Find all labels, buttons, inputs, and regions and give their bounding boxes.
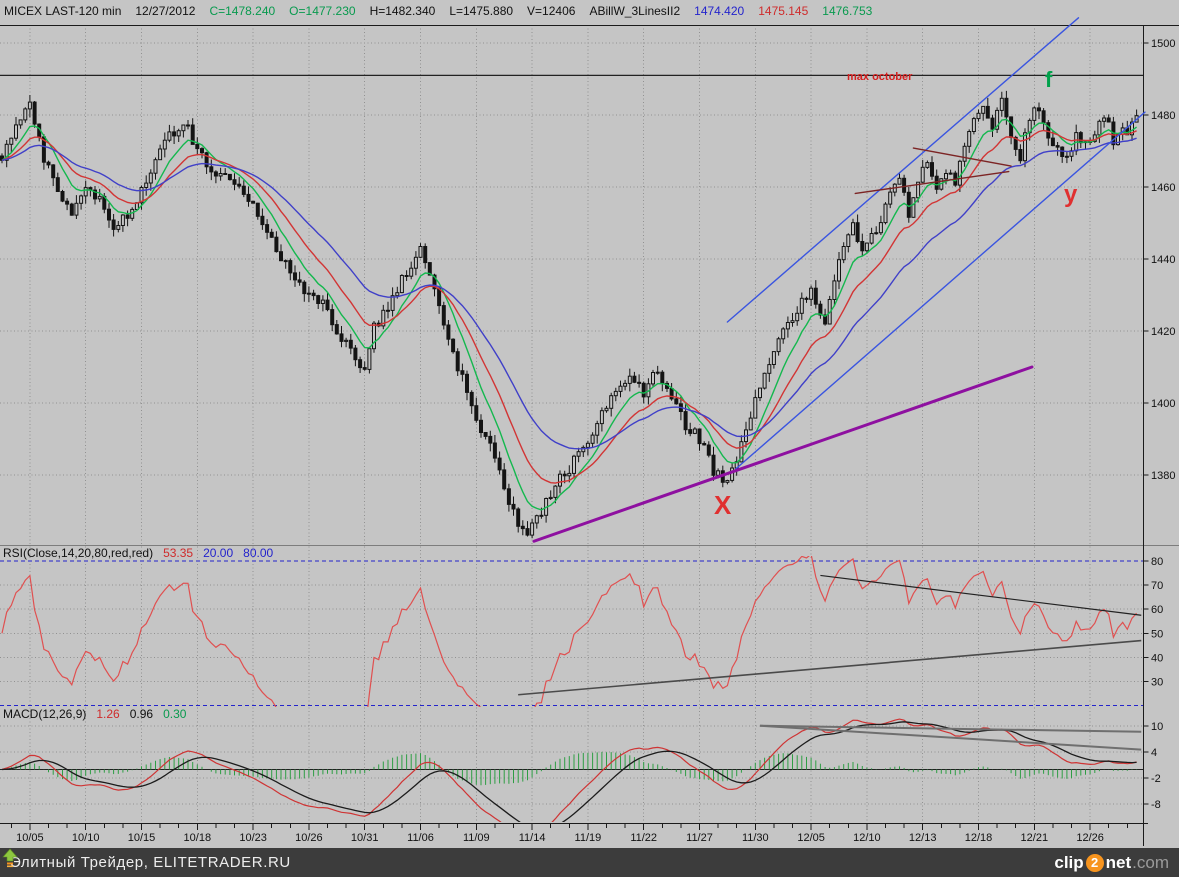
low-value: L=1475.880 <box>449 4 514 18</box>
rsi-upper-band: 80.00 <box>243 546 274 560</box>
svg-text:-2: -2 <box>1151 773 1161 785</box>
macd-name: MACD(12,26,9) <box>3 707 87 721</box>
indicator-green-value: 1476.753 <box>822 4 873 18</box>
svg-text:11/30: 11/30 <box>742 832 769 844</box>
svg-text:10/18: 10/18 <box>184 832 212 844</box>
svg-text:10/31: 10/31 <box>351 832 379 844</box>
svg-text:12/26: 12/26 <box>1076 832 1104 844</box>
rsi-lower-band: 20.00 <box>203 546 234 560</box>
svg-text:50: 50 <box>1151 628 1163 640</box>
annotation-y: y <box>1064 181 1078 208</box>
svg-text:4: 4 <box>1151 747 1157 759</box>
svg-text:1480: 1480 <box>1151 110 1175 122</box>
macd-indicator-label: MACD(12,26,9) 1.26 0.96 0.30 <box>3 707 186 721</box>
macd-signal-value: 0.96 <box>129 707 154 721</box>
svg-text:12/05: 12/05 <box>797 832 825 844</box>
svg-text:10/23: 10/23 <box>239 832 267 844</box>
date-label: 12/27/2012 <box>135 4 196 18</box>
upload-arrow-icon <box>2 848 18 868</box>
footer-bar: Элитный Трейдер, ELITETRADER.RU clip 2 n… <box>0 848 1179 877</box>
volume-value: V=12406 <box>527 4 576 18</box>
svg-text:1400: 1400 <box>1151 398 1175 410</box>
indicator-name: ABillW_3LinesII2 <box>589 4 681 18</box>
macd-value: 1.26 <box>96 707 120 721</box>
logo-clip: clip <box>1054 852 1084 872</box>
svg-text:1380: 1380 <box>1151 470 1175 482</box>
logo-com: .com <box>1132 852 1169 872</box>
footer-credit: Элитный Трейдер, ELITETRADER.RU <box>10 854 291 871</box>
price-chart-svg: 1500 1480 1460 1440 1420 1400 1380 80 70 60 50 40 30… <box>0 17 1179 846</box>
logo-two: 2 <box>1085 853 1104 872</box>
svg-text:11/09: 11/09 <box>463 832 490 844</box>
svg-text:11/06: 11/06 <box>407 832 434 844</box>
rsi-indicator-label: RSI(Close,14,20,80,red,red) 53.35 20.00 … <box>3 546 273 560</box>
svg-text:12/18: 12/18 <box>965 832 993 844</box>
clip2net-logo[interactable]: clip 2 net .com <box>2 848 1169 873</box>
svg-text:10/26: 10/26 <box>295 832 323 844</box>
indicator-blue-value: 1474.420 <box>694 4 745 18</box>
chart-header: MICEX LAST-120 min 12/27/2012 C=1478.240… <box>4 4 872 18</box>
annotation-max-october: max october <box>847 71 913 83</box>
svg-text:1420: 1420 <box>1151 326 1175 338</box>
logo-net: net <box>1105 852 1132 872</box>
rsi-name: RSI(Close,14,20,80,red,red) <box>3 546 154 560</box>
svg-text:10/15: 10/15 <box>128 832 156 844</box>
svg-text:40: 40 <box>1151 652 1163 664</box>
svg-text:1460: 1460 <box>1151 182 1175 194</box>
indicator-red-value: 1475.145 <box>758 4 809 18</box>
svg-text:11/27: 11/27 <box>686 832 713 844</box>
symbol-label: MICEX LAST-120 min <box>4 4 122 18</box>
macd-hist-value: 0.30 <box>163 707 187 721</box>
open-value: O=1477.230 <box>289 4 356 18</box>
svg-text:12/21: 12/21 <box>1021 832 1049 844</box>
svg-text:80: 80 <box>1151 556 1163 568</box>
svg-text:60: 60 <box>1151 604 1163 616</box>
svg-text:1500: 1500 <box>1151 38 1175 50</box>
svg-text:10: 10 <box>1151 721 1163 733</box>
svg-text:12/13: 12/13 <box>909 832 937 844</box>
annotation-x: X <box>714 490 732 520</box>
svg-text:10/10: 10/10 <box>72 832 100 844</box>
svg-text:11/14: 11/14 <box>519 832 546 844</box>
svg-text:11/22: 11/22 <box>630 832 657 844</box>
svg-text:30: 30 <box>1151 677 1163 689</box>
svg-text:12/10: 12/10 <box>853 832 881 844</box>
svg-text:10/05: 10/05 <box>16 832 44 844</box>
svg-text:70: 70 <box>1151 580 1163 592</box>
annotation-f: f <box>1045 67 1053 92</box>
rsi-value: 53.35 <box>163 546 194 560</box>
svg-text:1440: 1440 <box>1151 254 1175 266</box>
high-value: H=1482.340 <box>369 4 436 18</box>
svg-text:11/19: 11/19 <box>575 832 602 844</box>
svg-text:-8: -8 <box>1151 799 1161 811</box>
close-value: C=1478.240 <box>209 4 276 18</box>
